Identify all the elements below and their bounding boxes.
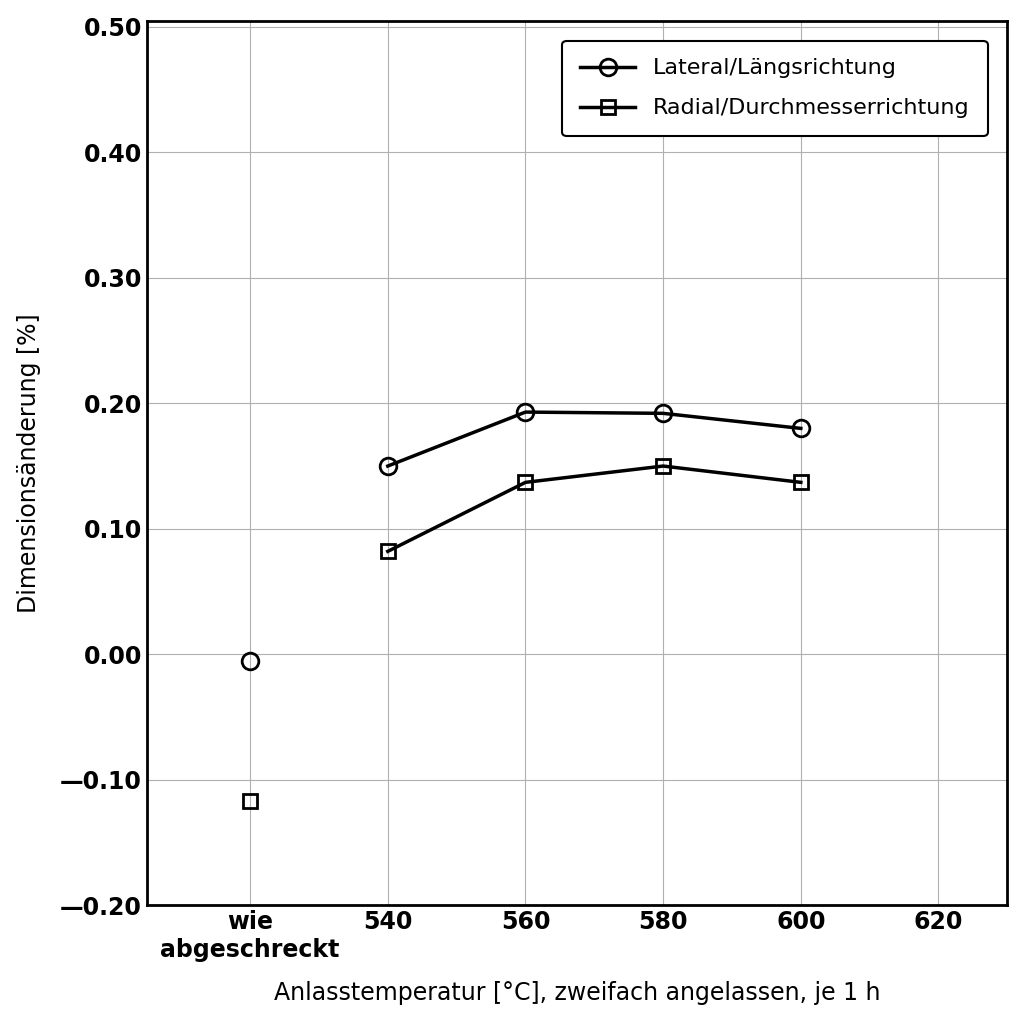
X-axis label: Anlasstemperatur [°C], zweifach angelassen, je 1 h: Anlasstemperatur [°C], zweifach angelass…: [273, 981, 881, 1006]
Y-axis label: Dimensionsänderung [%]: Dimensionsänderung [%]: [16, 313, 41, 613]
Legend: Lateral/Längsrichtung, Radial/Durchmesserrichtung: Lateral/Längsrichtung, Radial/Durchmesse…: [562, 41, 987, 136]
